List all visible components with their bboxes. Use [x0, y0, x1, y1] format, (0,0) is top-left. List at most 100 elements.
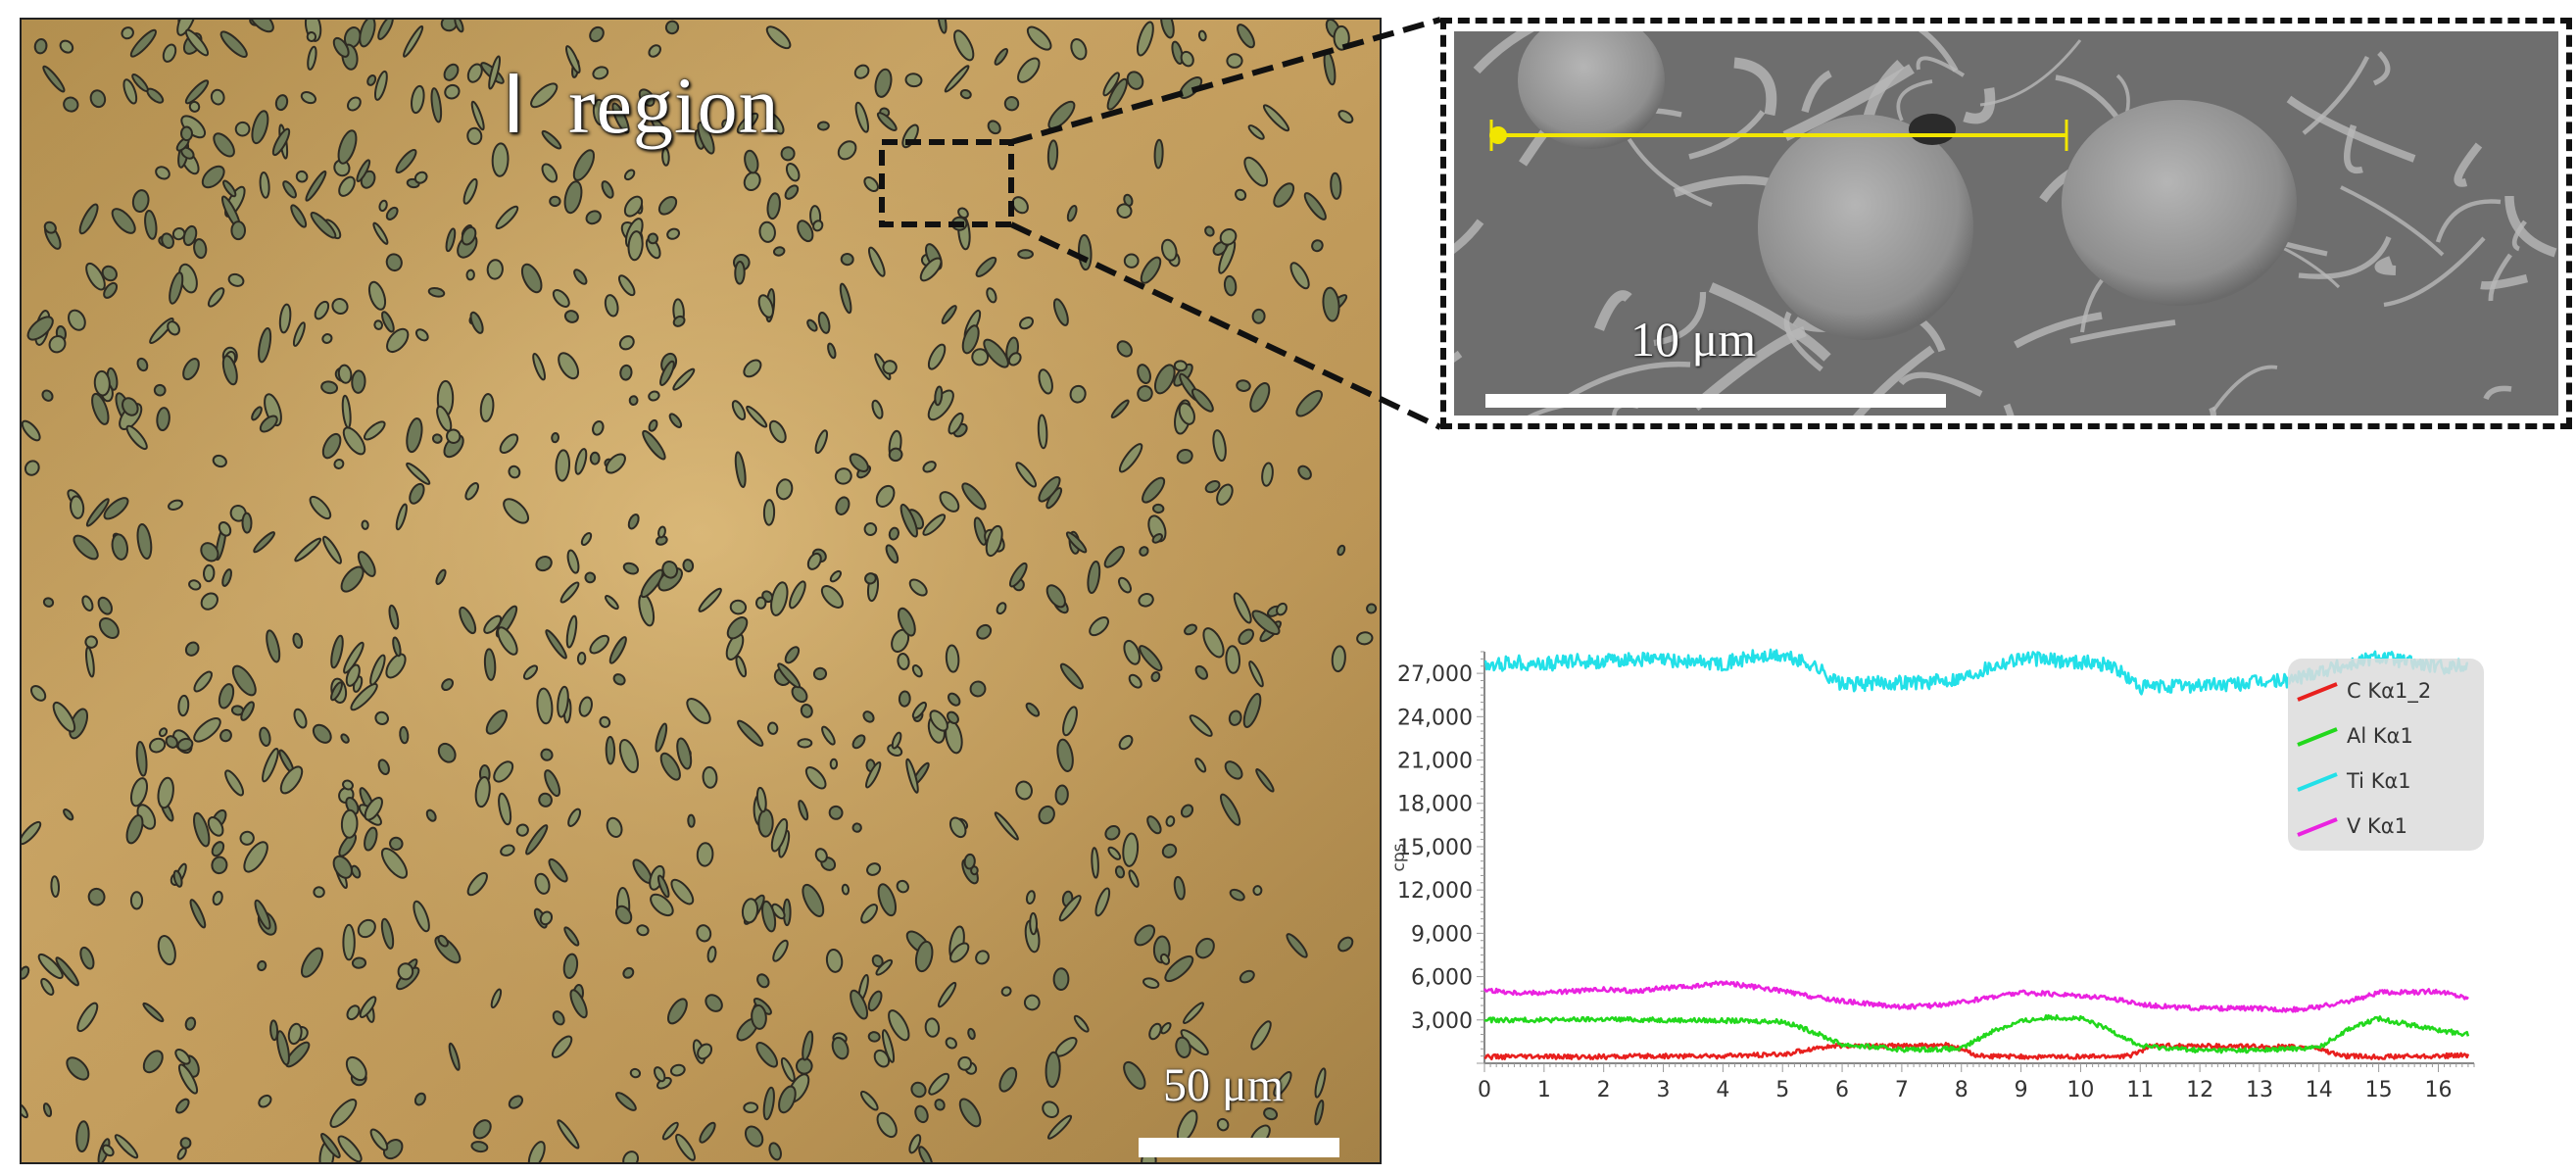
tic-particle	[193, 811, 211, 848]
tic-particle	[532, 352, 546, 381]
tic-particle	[210, 88, 225, 106]
tic-particle	[919, 257, 943, 282]
tic-particle	[42, 1102, 53, 1118]
tic-particle	[81, 595, 94, 612]
micrograph-image	[22, 20, 1380, 1162]
grain-boundary	[1898, 371, 1983, 397]
tic-particle	[806, 318, 818, 332]
tic-particle	[817, 311, 831, 334]
series-line-1	[1483, 1013, 2470, 1054]
tic-particle	[996, 602, 1007, 615]
tic-particle	[1261, 462, 1274, 487]
grain-boundary	[2483, 385, 2512, 401]
tic-particle	[321, 333, 333, 344]
grain-boundary	[2511, 220, 2527, 252]
tic-particle	[697, 1043, 713, 1060]
tic-particle	[734, 451, 747, 488]
tic-particle	[538, 792, 553, 808]
series-line-3	[1482, 980, 2469, 1013]
tic-particle	[865, 760, 882, 789]
tic-particle	[380, 847, 409, 879]
tic-particle	[68, 309, 86, 331]
tic-particle	[469, 311, 484, 334]
grain-boundary	[1653, 291, 1707, 347]
tic-particle	[961, 324, 980, 355]
micrograph-scale-bar	[1139, 1138, 1339, 1157]
tic-particle	[555, 449, 571, 482]
tic-particle	[406, 462, 431, 485]
grain-boundary	[1783, 311, 1823, 372]
tic-particle	[721, 119, 732, 131]
tic-particle	[885, 544, 899, 564]
tic-particle	[22, 419, 41, 442]
tic-particle	[908, 1134, 922, 1154]
grain-boundary	[2454, 142, 2483, 187]
tic-particle	[359, 996, 377, 1018]
tic-particle	[757, 808, 774, 838]
tic-particle	[863, 175, 880, 193]
tic-particle	[558, 352, 580, 380]
tic-particle	[1087, 560, 1101, 595]
tic-particle	[330, 634, 344, 669]
tic-particle	[79, 946, 95, 970]
grain-boundary	[1782, 64, 1915, 141]
tic-particle	[875, 484, 896, 508]
tic-particle	[125, 424, 148, 451]
tic-particle	[589, 634, 609, 655]
tic-particle	[361, 519, 369, 530]
tic-particle	[835, 496, 851, 515]
tic-particle	[831, 1036, 850, 1060]
tic-particle	[812, 666, 828, 681]
tic-particle	[549, 195, 561, 208]
tic-particle	[356, 159, 371, 182]
tic-particle	[971, 348, 990, 367]
tic-particle	[559, 581, 580, 604]
tic-particle	[63, 96, 79, 113]
tic-particle	[200, 542, 219, 563]
tic-particle	[307, 45, 317, 71]
tic-particle	[171, 227, 186, 241]
tic-particle	[1160, 1022, 1172, 1035]
grain-boundary	[1853, 345, 1935, 416]
tic-particle	[342, 779, 354, 791]
tic-particle	[850, 989, 869, 1020]
tic-particle	[911, 701, 927, 719]
tic-particle	[622, 1151, 640, 1162]
tic-particle	[871, 954, 884, 968]
tic-particle	[535, 556, 553, 572]
tic-particle	[306, 31, 317, 42]
tic-particle	[777, 662, 801, 689]
tic-particle	[373, 319, 384, 330]
tic-particle	[1152, 503, 1165, 514]
tic-particle	[402, 24, 424, 58]
tic-particle	[937, 981, 957, 1008]
tic-particle	[258, 1094, 272, 1108]
tic-particle	[1235, 188, 1247, 201]
tic-particle	[337, 1135, 363, 1162]
tic-particle	[211, 856, 228, 875]
tic-particle	[155, 166, 170, 180]
tic-particle	[775, 478, 794, 501]
tic-particle	[167, 320, 180, 336]
tic-particle	[122, 78, 138, 105]
tic-particle	[697, 122, 715, 155]
tic-particle	[309, 495, 332, 520]
tic-particle	[1038, 475, 1061, 503]
tic-particle	[1104, 825, 1121, 841]
tic-particle	[1118, 443, 1143, 473]
tic-particle	[726, 616, 749, 640]
tic-particle	[1123, 639, 1141, 665]
tic-particle	[413, 900, 430, 933]
grain-boundary	[2488, 253, 2512, 302]
tic-particle	[414, 328, 429, 342]
tic-particle	[342, 426, 366, 456]
tic-particle	[1337, 936, 1354, 953]
tic-particle	[1123, 1060, 1146, 1090]
tic-particle	[661, 1121, 679, 1141]
tic-particle	[976, 623, 993, 640]
tic-particle	[638, 88, 656, 107]
tic-particle	[545, 629, 567, 660]
particle	[1758, 115, 1973, 340]
grain-boundary	[1688, 110, 1766, 160]
tic-particle	[1242, 693, 1262, 728]
